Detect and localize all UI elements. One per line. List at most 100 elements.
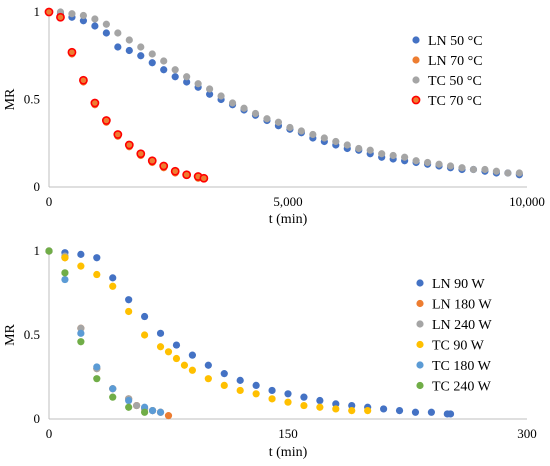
data-point [93,254,101,262]
data-point [125,36,133,44]
data-point [481,165,489,174]
data-point [182,170,192,180]
data-point [274,118,283,126]
data-point [504,169,512,177]
series-ln-90-w [45,247,455,418]
y-axis-label: MR [3,88,18,110]
legend-label: LN 180 W [432,298,492,313]
data-point [389,151,397,160]
data-point [204,361,212,369]
legend-marker [416,381,424,390]
data-point [251,109,260,118]
data-point [171,73,179,81]
data-point [204,375,212,383]
data-point [159,161,169,171]
data-point [395,407,404,415]
data-point [141,312,149,321]
data-point [56,12,65,22]
data-point [61,275,69,284]
data-point [77,262,85,270]
y-tick-label: 1 [34,243,41,258]
data-point [332,405,340,413]
series-ln-70-c [45,8,208,182]
legend-label: TC 240 W [432,380,492,395]
legend-marker [416,361,424,369]
data-point [137,52,145,60]
data-point [137,43,145,51]
data-point [147,156,157,166]
series-tc-70-c [44,7,209,183]
legend-marker [416,320,424,328]
series-tc-90-w [45,247,372,415]
data-point [114,29,122,37]
legend-label: LN 90 W [432,277,485,292]
data-point [102,20,110,28]
data-point [125,296,133,304]
data-point [68,10,76,18]
data-point [141,408,149,416]
data-point [228,99,237,107]
data-point [101,116,111,125]
legend-marker [412,76,420,84]
data-point [236,386,244,395]
data-point [172,354,181,363]
data-point [148,59,156,67]
data-point [199,173,209,183]
legend: LN 50 °C LN 70 °C TC 50 °C TC 70 °C [411,34,483,109]
data-point [45,247,53,255]
data-point [446,410,455,418]
data-point [188,351,196,359]
data-point [206,90,214,98]
series-tc-50-c [45,8,523,177]
data-point [423,158,432,167]
data-point [316,396,324,405]
data-point [206,85,214,93]
data-point [79,17,88,25]
y-axis-label: MR [3,323,18,345]
legend: LN 90 W LN 180 W LN 240 W TC 90 W TC 180 W TC… [416,277,492,395]
data-point [364,407,372,415]
data-point [170,166,180,176]
data-point [77,250,85,258]
data-point [171,66,179,74]
data-point [458,164,466,172]
data-point [183,73,191,81]
data-point [217,92,225,100]
data-point [348,401,356,410]
legend-label: TC 90 W [432,339,485,354]
data-point [320,134,328,142]
data-point [180,361,189,369]
data-point [300,393,308,401]
legend-marker [411,95,421,105]
y-tick-label: 0 [34,179,41,194]
data-point [427,408,435,416]
data-point [109,282,117,290]
data-point [109,274,117,282]
x-tick-label: 10,000 [509,194,545,209]
data-point [268,386,276,395]
data-point [348,407,356,415]
data-point [133,401,141,410]
data-point [332,137,340,146]
data-point [446,162,455,170]
data-point [77,338,85,346]
data-point [236,376,244,384]
y-tick-label: 0 [34,411,41,426]
x-tick-label: 0 [46,426,53,441]
data-point [164,348,173,356]
chart-microwave-power: 0 150 300 0 0.5 1 t (min) MR LN 90 W LN 180 W LN 2… [3,243,537,460]
data-point [164,412,173,420]
data-point [412,157,420,165]
data-point [67,47,77,57]
chart-temperature: 0 5,000 10,000 0 0.5 1 t (min) MR LN 50 °C LN 70 … [3,4,545,227]
legend-marker [412,36,420,44]
data-point [125,396,133,405]
data-point [188,366,196,374]
data-point [156,343,165,351]
x-tick-label: 150 [278,426,298,441]
data-point [240,104,248,112]
x-tick-label: 0 [46,194,53,209]
data-point [61,254,69,262]
data-point [284,398,292,406]
data-point [316,403,324,411]
